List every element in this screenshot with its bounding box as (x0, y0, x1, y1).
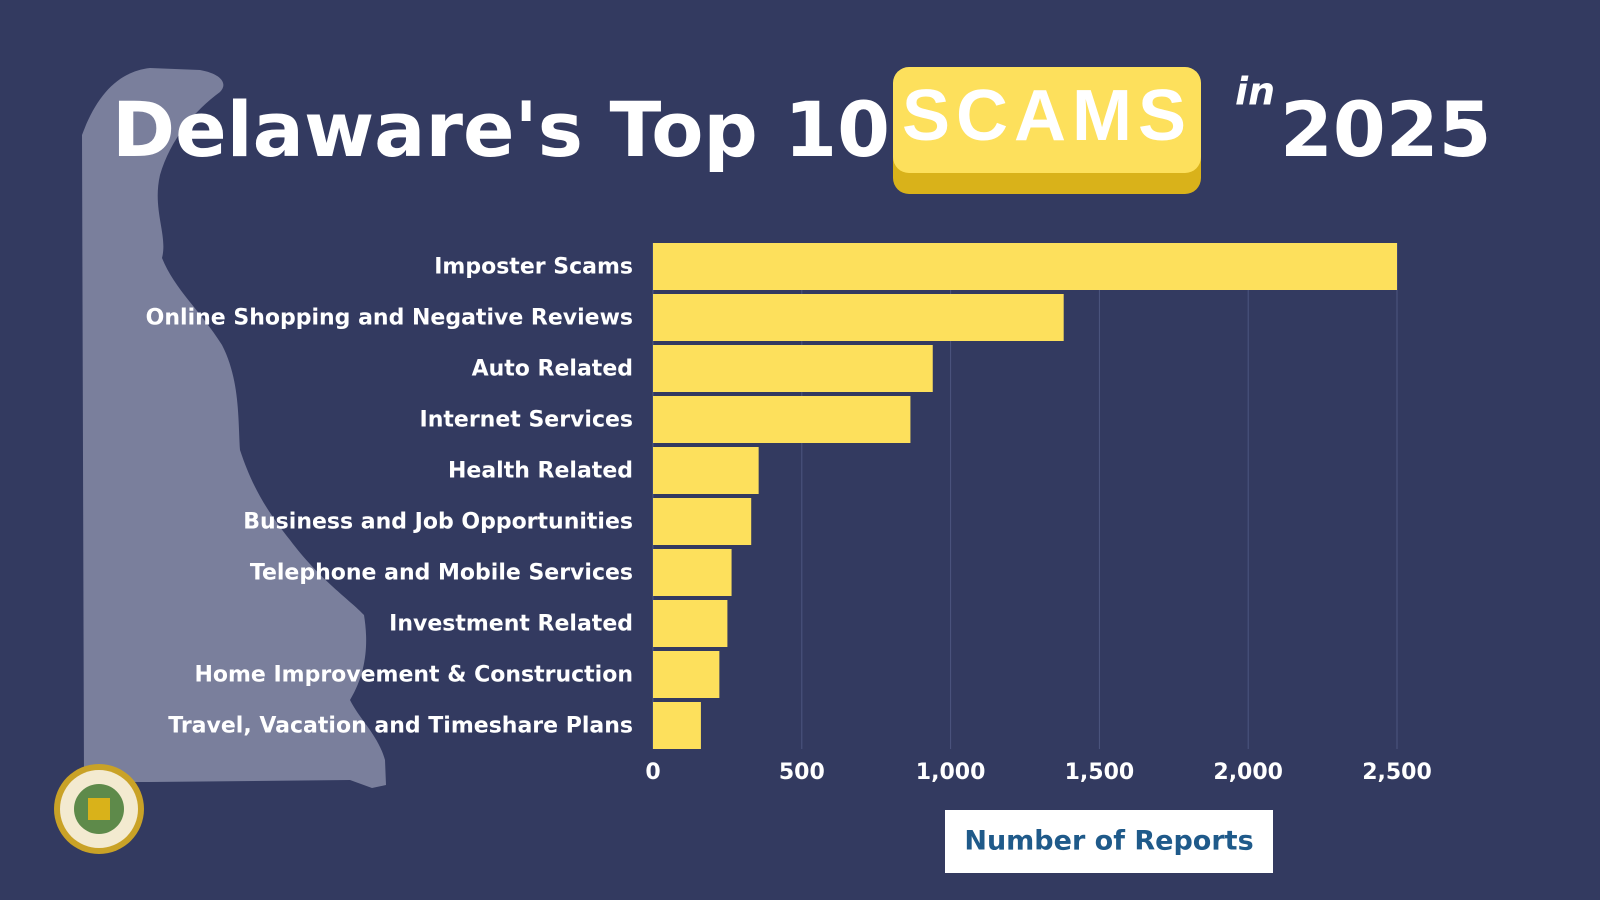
y-tick-label: Imposter Scams (434, 255, 633, 280)
seal-shield (88, 798, 110, 820)
bar (653, 345, 933, 392)
bar (653, 702, 701, 749)
x-tick-label: 0 (645, 760, 660, 785)
x-tick-label: 1,000 (916, 760, 986, 785)
title: Delaware's Top 10 (112, 85, 890, 174)
title-year: 2025 (1280, 85, 1492, 174)
bar (653, 447, 759, 494)
x-axis-label: Number of Reports (964, 826, 1253, 857)
x-tick-label: 1,500 (1065, 760, 1135, 785)
x-tick-label: 2,500 (1362, 760, 1432, 785)
bar (653, 396, 911, 443)
y-tick-label: Investment Related (389, 612, 633, 637)
plot: 0 500 1,000 1,500 2,000 2,500 Imposter Scams On… (146, 243, 1432, 785)
bar (653, 600, 728, 647)
y-tick-label: Business and Job Opportunities (243, 510, 633, 535)
delaware-map (82, 68, 386, 788)
x-label-box (945, 810, 1273, 873)
y-tick-label: Internet Services (420, 408, 633, 433)
y-tick-label: Online Shopping and Negative Reviews (146, 306, 633, 331)
bar (653, 651, 720, 698)
title-badge: SCAMS (902, 76, 1192, 156)
bar (653, 498, 752, 545)
seal (54, 764, 144, 854)
y-tick-label: Telephone and Mobile Services (250, 561, 633, 586)
badge (893, 67, 1201, 173)
y-tick-label: Home Improvement & Construction (194, 663, 633, 688)
y-tick-label: Auto Related (472, 357, 633, 382)
title-connector: in (1235, 70, 1275, 114)
bar (653, 549, 732, 596)
y-tick-label: Health Related (448, 459, 633, 484)
y-tick-label: Travel, Vacation and Timeshare Plans (168, 714, 633, 739)
bar (653, 243, 1397, 290)
x-tick-label: 500 (779, 760, 825, 785)
x-tick-label: 2,000 (1213, 760, 1283, 785)
bar (653, 294, 1064, 341)
